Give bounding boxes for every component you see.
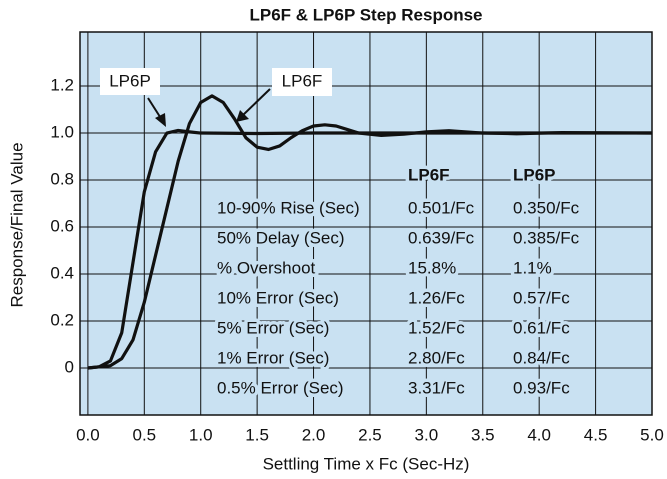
- table-cell: 0.84/Fc: [513, 348, 570, 367]
- table-header: LP6P: [513, 165, 556, 184]
- table-header: LP6F: [408, 165, 450, 184]
- y-axis-label: Response/Final Value: [7, 142, 26, 307]
- table-cell: 10% Error (Sec): [217, 288, 339, 307]
- x-tick-label: 1.0: [189, 425, 213, 444]
- arrow-head: [236, 110, 249, 122]
- label-box: [100, 68, 160, 95]
- y-tick-label: 0.4: [50, 264, 74, 283]
- table-cell: 0.57/Fc: [513, 288, 570, 307]
- table-cell: % Overshoot: [217, 258, 316, 277]
- x-axis-label: Settling Time x Fc (Sec-Hz): [263, 454, 470, 473]
- arrow-head: [155, 113, 166, 127]
- table-cell: 0.93/Fc: [513, 378, 570, 397]
- x-tick-label: 2.5: [358, 425, 382, 444]
- y-tick-label: 1.0: [50, 123, 74, 142]
- table-cell: 3.31/Fc: [408, 378, 465, 397]
- x-tick-label: 1.5: [245, 425, 269, 444]
- x-tick-label: 3.5: [471, 425, 495, 444]
- table: LP6F LP6P 10-90% Rise (Sec) 0.501/Fc 0.350/F…: [214, 162, 584, 401]
- curves: [87, 94, 653, 370]
- x-tick-label: 5.0: [640, 425, 664, 444]
- plot-border: [79, 31, 653, 416]
- y-tick-label: 0: [65, 357, 74, 376]
- table-cell: 2.80/Fc: [408, 348, 465, 367]
- table-cell: 1.26/Fc: [408, 288, 465, 307]
- series-label: LP6F: [282, 71, 323, 90]
- y-tick-label: 0.2: [50, 310, 74, 329]
- arrow: [241, 88, 271, 117]
- table-cell: 1.52/Fc: [408, 318, 465, 337]
- x-tick-label: 3.0: [415, 425, 439, 444]
- x-tick-label: 0.0: [76, 425, 100, 444]
- x-tick-label: 4.5: [584, 425, 608, 444]
- table-cell: 0.501/Fc: [408, 198, 475, 217]
- y-tick-label: 0.8: [50, 170, 74, 189]
- series-label: LP6P: [109, 71, 151, 90]
- y-tick-label: 0.6: [50, 217, 74, 236]
- table-cell: 0.61/Fc: [513, 318, 570, 337]
- table-cell: 50% Delay (Sec): [217, 228, 345, 247]
- table-cell: 0.639/Fc: [408, 228, 475, 247]
- x-tick-label: 2.0: [302, 425, 326, 444]
- table-cell: 0.5% Error (Sec): [217, 378, 344, 397]
- table-cell: 0.350/Fc: [513, 198, 580, 217]
- table-cell: 1.1%: [513, 258, 552, 277]
- chart-title: LP6F & LP6P Step Response: [249, 5, 482, 24]
- table-cell: 1% Error (Sec): [217, 348, 329, 367]
- label-box: [272, 68, 332, 96]
- x-tick-label: 4.0: [527, 425, 551, 444]
- table-cell: 10-90% Rise (Sec): [217, 198, 360, 217]
- table-cell: 15.8%: [408, 258, 456, 277]
- plot-area: [80, 32, 652, 415]
- grid: [80, 32, 653, 415]
- y-tick-label: 1.2: [50, 76, 74, 95]
- table-cell: 0.385/Fc: [513, 228, 580, 247]
- table-cell: 5% Error (Sec): [217, 318, 329, 337]
- series-line: [87, 128, 652, 370]
- x-tick-label: 0.5: [132, 425, 156, 444]
